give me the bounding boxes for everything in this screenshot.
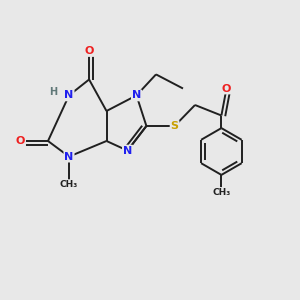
Text: N: N — [64, 90, 74, 100]
Text: CH₃: CH₃ — [212, 188, 230, 197]
Text: H: H — [49, 87, 58, 97]
Text: N: N — [132, 90, 141, 100]
Text: O: O — [16, 136, 25, 146]
Text: CH₃: CH₃ — [60, 180, 78, 189]
Text: O: O — [222, 83, 231, 94]
Text: N: N — [64, 152, 74, 162]
Text: N: N — [123, 146, 132, 156]
Text: S: S — [171, 121, 178, 131]
Text: O: O — [84, 46, 94, 56]
